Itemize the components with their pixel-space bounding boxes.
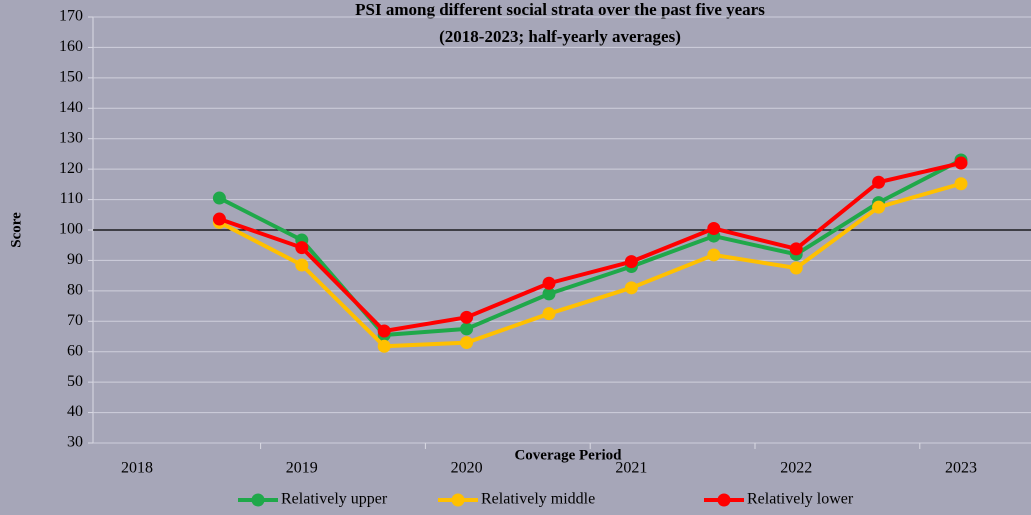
y-tick-label: 150 (59, 69, 83, 86)
y-tick-label: 120 (59, 160, 83, 177)
y-tick-label: 130 (59, 129, 83, 146)
series-line (218, 158, 962, 337)
data-point (707, 248, 721, 262)
legend-marker (251, 493, 265, 507)
data-point (624, 281, 638, 295)
x-tick-label: 2018 (121, 460, 153, 477)
y-tick-label: 160 (59, 38, 83, 55)
x-axis-title: Coverage Period (514, 447, 622, 463)
series-line (218, 181, 962, 349)
y-tick-label: 110 (60, 190, 83, 207)
y-tick-label: 70 (67, 312, 83, 329)
data-point (789, 242, 803, 256)
data-point (460, 322, 474, 336)
data-point (872, 175, 886, 189)
data-point (212, 212, 226, 226)
y-tick-label: 60 (67, 342, 83, 359)
series-line (218, 161, 962, 334)
data-point (789, 261, 803, 275)
data-point (872, 200, 886, 214)
y-tick-label: 100 (59, 221, 83, 238)
x-tick-label: 2023 (945, 460, 977, 477)
data-point (707, 221, 721, 235)
data-point (377, 339, 391, 353)
x-tick-label: 2019 (286, 460, 318, 477)
data-point (377, 324, 391, 338)
y-axis-title: Score (8, 212, 24, 248)
legend-label: Relatively lower (747, 491, 854, 508)
legend-marker (717, 493, 731, 507)
legend-marker (451, 493, 465, 507)
chart-title: PSI among different social strata over t… (355, 0, 765, 19)
y-tick-label: 40 (67, 403, 83, 420)
y-tick-label: 30 (67, 434, 83, 451)
data-point (954, 177, 968, 191)
data-point (212, 191, 226, 205)
x-tick-label: 2022 (780, 460, 812, 477)
y-tick-label: 170 (59, 8, 83, 25)
data-point (295, 241, 309, 255)
x-tick-label: 2020 (451, 460, 483, 477)
data-point (542, 307, 556, 321)
data-point (624, 255, 638, 269)
x-tick-label: 2021 (615, 460, 647, 477)
y-tick-label: 90 (67, 251, 83, 268)
data-point (542, 287, 556, 301)
legend-label: Relatively upper (281, 491, 388, 508)
legend-label: Relatively middle (481, 491, 595, 508)
data-point (295, 258, 309, 272)
y-tick-label: 140 (59, 99, 83, 116)
data-point (460, 336, 474, 350)
y-tick-label: 80 (67, 282, 83, 299)
data-point (542, 276, 556, 290)
y-tick-label: 50 (67, 373, 83, 390)
data-point (954, 156, 968, 170)
chart-subtitle: (2018-2023; half-yearly averages) (439, 27, 681, 46)
data-point (460, 310, 474, 324)
